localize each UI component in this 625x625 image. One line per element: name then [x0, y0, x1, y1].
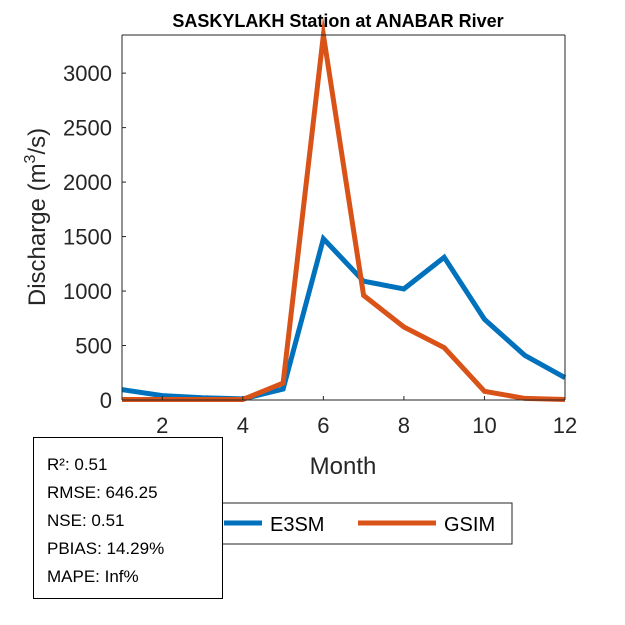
metrics-box: R²: 0.51 RMSE: 646.25 NSE: 0.51 PBIAS: 1…	[33, 437, 223, 599]
y-tick-label: 3000	[63, 61, 112, 86]
x-tick-label: 10	[472, 413, 496, 438]
y-tick-label: 2000	[63, 170, 112, 195]
y-axis-label: Discharge (m3/s)	[22, 128, 51, 306]
y-tick-label: 1500	[63, 225, 112, 250]
metric-pbias: PBIAS: 14.29%	[47, 539, 165, 558]
y-tick-label: 1000	[63, 279, 112, 304]
x-tick-label: 2	[156, 413, 168, 438]
y-axis-label-tail: /s)	[24, 128, 51, 155]
metric-mape: MAPE: Inf%	[47, 567, 139, 586]
plot-area	[122, 35, 565, 400]
y-axis-label-exponent: 3	[22, 154, 39, 163]
x-tick-label: 8	[398, 413, 410, 438]
y-tick-label: 2500	[63, 116, 112, 141]
y-tick-label: 0	[100, 388, 112, 413]
metric-r2: R²: 0.51	[47, 455, 108, 474]
chart-title: SASKYLAKH Station at ANABAR River	[172, 11, 503, 31]
x-axis-label: Month	[310, 453, 377, 480]
x-tick-label: 6	[317, 413, 329, 438]
legend: E3SM GSIM	[221, 502, 513, 545]
legend-gsim-label: GSIM	[444, 514, 495, 536]
y-tick-label: 500	[75, 334, 112, 359]
legend-e3sm-label: E3SM	[270, 514, 324, 536]
metric-rmse: RMSE: 646.25	[47, 483, 158, 502]
x-tick-label: 4	[237, 413, 249, 438]
y-axis-label-main: Discharge (m	[24, 163, 51, 306]
metric-nse: NSE: 0.51	[47, 511, 125, 530]
x-tick-label: 12	[553, 413, 577, 438]
